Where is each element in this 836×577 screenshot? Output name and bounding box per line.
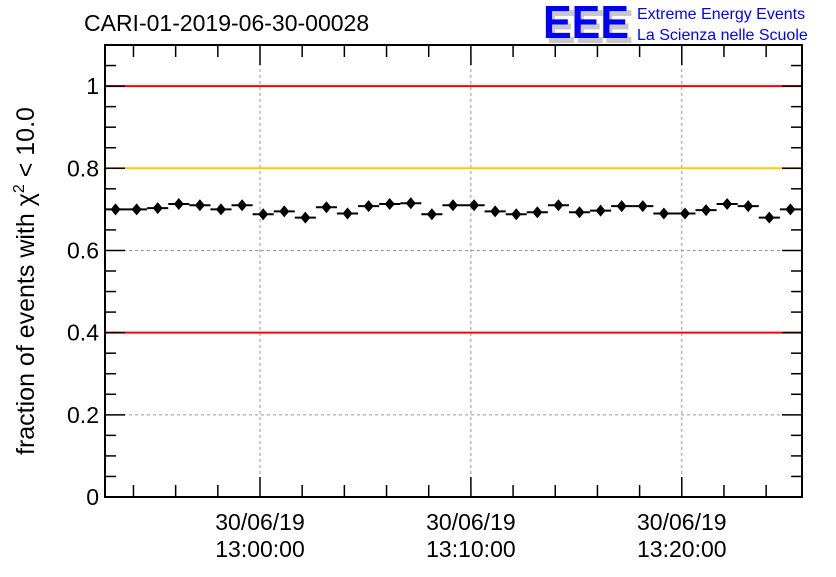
diamond-marker <box>300 211 311 224</box>
y-tick-label: 1 <box>86 73 99 99</box>
logo-letters: EEE <box>543 0 629 48</box>
axis-ticks <box>105 44 802 498</box>
diamond-marker <box>426 208 437 221</box>
diamond-marker <box>215 203 226 216</box>
x-tick-label-date: 30/06/19 <box>215 509 305 535</box>
data-point <box>590 204 612 217</box>
data-point <box>231 199 253 212</box>
diamond-marker <box>321 201 332 214</box>
data-point <box>653 207 675 220</box>
diamond-marker <box>701 204 712 217</box>
y-tick-label: 0.2 <box>67 402 99 428</box>
logo-line2: La Scienza nelle Scuole <box>637 27 808 44</box>
diamond-marker <box>785 203 796 216</box>
data-point <box>547 199 569 212</box>
data-point <box>189 199 211 212</box>
reference-lines <box>105 85 802 334</box>
data-point <box>315 201 337 214</box>
data-points <box>105 197 801 224</box>
plot-frame <box>104 44 803 498</box>
data-point <box>379 198 401 211</box>
diamond-marker <box>469 199 480 212</box>
y-tick-label: 0 <box>86 484 99 510</box>
y-tick-label: 0.6 <box>67 237 99 263</box>
logo-shadow-glyph <box>549 10 574 43</box>
data-point <box>611 200 633 213</box>
tick-labels: 30/06/1913:00:0030/06/1913:10:0030/06/19… <box>67 73 727 562</box>
diamond-marker <box>384 198 395 211</box>
data-point <box>336 207 359 220</box>
diamond-marker <box>405 197 416 210</box>
data-point <box>505 208 527 221</box>
diamond-marker <box>131 203 142 216</box>
diamond-marker <box>447 199 458 212</box>
data-point <box>716 198 738 211</box>
diamond-marker <box>658 207 669 220</box>
diamond-marker <box>490 205 501 218</box>
chart-title: CARI-01-2019-06-30-00028 <box>84 10 369 36</box>
logo-line1: Extreme Energy Events <box>637 6 805 23</box>
diamond-marker <box>194 199 205 212</box>
logo-shadow-glyph <box>577 10 603 43</box>
x-tick-label-time: 13:10:00 <box>426 536 516 562</box>
x-tick-label-time: 13:00:00 <box>215 536 305 562</box>
data-point <box>758 211 780 224</box>
data-point <box>568 206 591 219</box>
data-point <box>421 208 443 221</box>
diamond-marker <box>637 200 648 213</box>
diamond-marker <box>743 200 754 213</box>
data-point <box>484 205 506 218</box>
data-point <box>674 207 696 220</box>
data-point <box>526 206 548 219</box>
data-point <box>168 198 190 211</box>
diamond-marker <box>342 207 353 220</box>
y-axis-label: fraction of events with χ2 < 10.0 <box>11 107 40 455</box>
data-point <box>210 203 232 216</box>
data-point <box>442 199 464 212</box>
diamond-marker <box>553 199 564 212</box>
diamond-marker <box>511 208 522 221</box>
y-tick-label: 0.4 <box>67 320 99 346</box>
diamond-marker <box>152 202 163 215</box>
y-tick-label: 0.8 <box>67 155 99 181</box>
data-point <box>400 197 422 210</box>
grid <box>105 45 802 497</box>
diamond-marker <box>616 200 627 213</box>
data-point <box>358 200 380 213</box>
diamond-marker <box>532 206 543 219</box>
diamond-marker <box>595 204 606 217</box>
data-point <box>126 203 148 216</box>
data-point <box>252 208 274 221</box>
diamond-marker <box>237 199 248 212</box>
eee-logo: EEE Extreme Energy Events La Scienza nel… <box>543 0 808 48</box>
data-point <box>695 204 717 217</box>
data-point <box>273 205 295 218</box>
x-tick-label-date: 30/06/19 <box>637 509 727 535</box>
data-point <box>632 200 654 213</box>
data-point <box>294 211 316 224</box>
data-point <box>147 202 169 215</box>
diamond-marker <box>722 198 733 211</box>
data-point <box>463 199 485 212</box>
diamond-marker <box>258 208 269 221</box>
diamond-marker <box>574 206 585 219</box>
logo-shadow <box>549 10 632 43</box>
logo-shadow-glyph <box>606 10 632 43</box>
diamond-marker <box>679 207 690 220</box>
diamond-marker <box>279 205 290 218</box>
data-point <box>737 200 759 213</box>
diamond-marker <box>173 198 184 211</box>
x-tick-label-date: 30/06/19 <box>426 509 516 535</box>
diamond-marker <box>363 200 374 213</box>
x-tick-label-time: 13:20:00 <box>637 536 727 562</box>
diamond-marker <box>764 211 775 224</box>
